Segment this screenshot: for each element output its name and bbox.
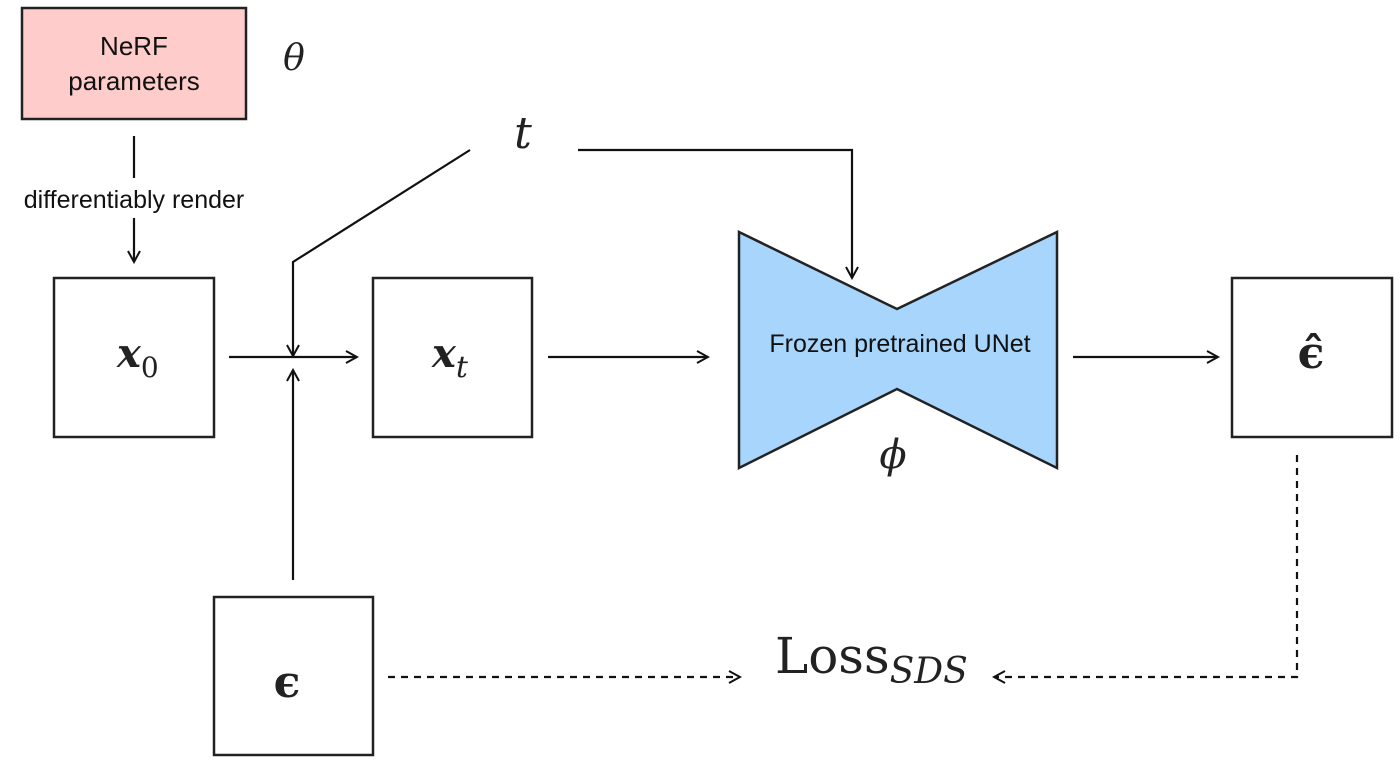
unet-shape	[737, 230, 1059, 471]
eps-symbol: ϵ	[274, 657, 301, 708]
time-symbol: t	[514, 108, 532, 159]
phi-symbol: ϕ	[879, 432, 906, 478]
eps-hat-box	[1230, 276, 1394, 439]
nerf-label-line2: parameters	[68, 66, 200, 96]
eps-hat-to-loss-arrow	[994, 455, 1299, 677]
eps-box	[212, 595, 375, 757]
unet-label: Frozen pretrained UNet	[769, 330, 1030, 358]
time-to-unet-arrow	[578, 148, 852, 278]
render-label: differentiably render	[24, 186, 245, 214]
time-to-noising-arrow	[293, 149, 471, 356]
xt-symbol: xt	[431, 330, 469, 385]
loss-label: LossSDS	[775, 627, 968, 692]
x0-symbol: x0	[116, 330, 159, 384]
x0-box	[52, 276, 216, 439]
theta-symbol: θ	[283, 38, 305, 79]
xt-box	[371, 276, 534, 439]
nerf-parameters-box	[20, 6, 248, 121]
nerf-label-line1: NeRF	[100, 31, 168, 61]
eps-hat-symbol: ϵ̂	[1298, 328, 1325, 379]
